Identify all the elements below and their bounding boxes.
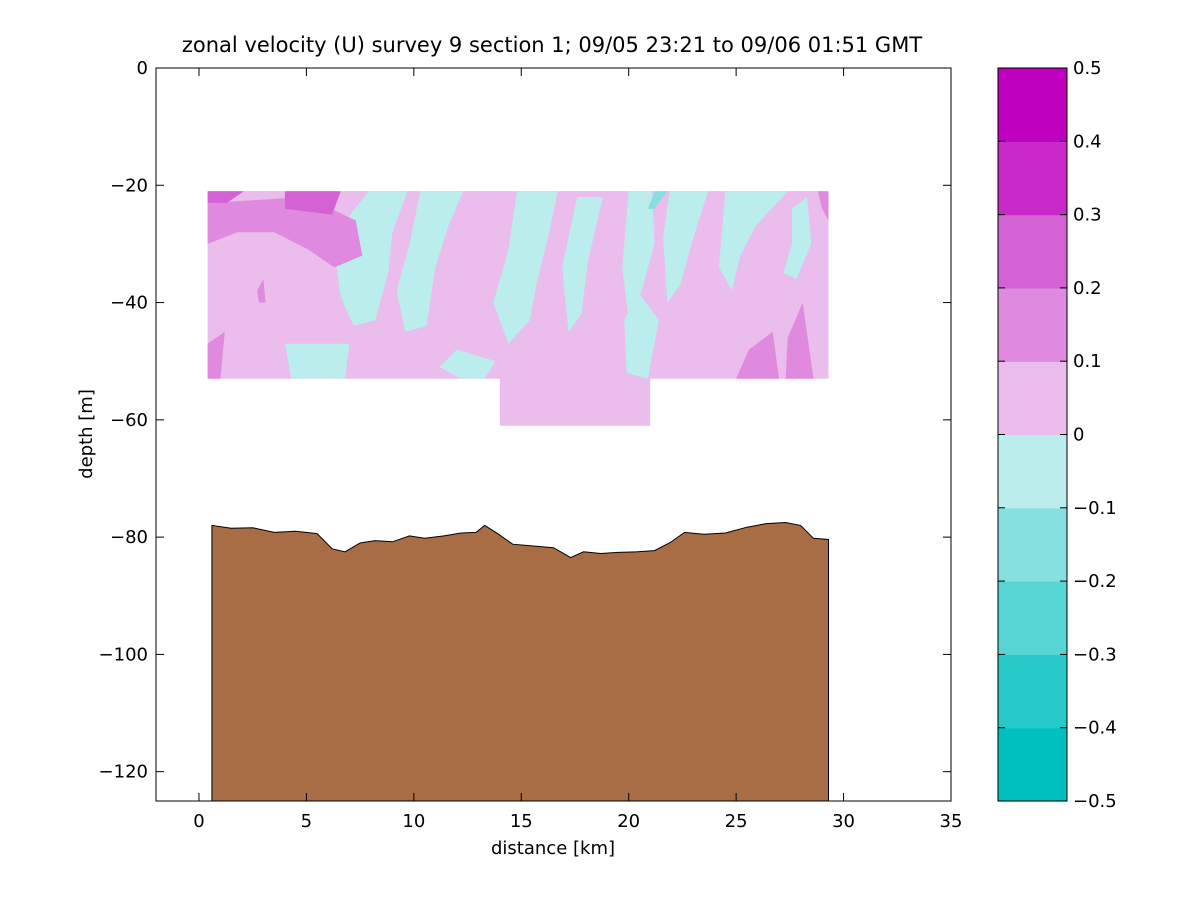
x-axis-label: distance [km]	[491, 838, 615, 859]
colorbar-tick-label: 0	[1073, 425, 1084, 446]
y-tick-label: −20	[110, 175, 148, 196]
velocity-region	[207, 191, 245, 203]
colorbar-tick-label: 0.5	[1073, 58, 1102, 79]
colorbar: −0.5 −0.4 −0.3 −0.2 −0.1 0 0.1 0.2 0.3 0.4 0.5	[997, 58, 1117, 812]
colorbar-tick-label: 0.2	[1073, 278, 1102, 299]
colorbar-swatch	[998, 434, 1067, 509]
velocity-region	[284, 191, 341, 215]
velocity-region	[207, 197, 363, 268]
velocity-region	[284, 343, 350, 379]
colorbar-tick-label: −0.1	[1073, 498, 1117, 519]
y-tick-label: −80	[110, 527, 148, 548]
velocity-region	[817, 191, 829, 221]
velocity-region	[783, 197, 812, 280]
colorbar-swatch	[998, 654, 1067, 729]
velocity-region	[648, 191, 668, 209]
velocity-region	[624, 290, 659, 379]
velocity-region	[439, 349, 496, 379]
colorbar-swatch	[998, 361, 1067, 436]
x-tick-label: 20	[617, 811, 640, 832]
x-tick-label: 5	[301, 811, 312, 832]
axes-frame	[155, 67, 952, 802]
colorbar-tick-label: −0.4	[1073, 718, 1117, 739]
colorbar-swatch	[998, 141, 1067, 216]
colorbar-tick-label: −0.2	[1073, 571, 1117, 592]
y-axis-label: depth [m]	[76, 389, 97, 479]
colorbar-tick-label: −0.5	[1073, 791, 1117, 812]
colorbar-swatch	[998, 287, 1067, 362]
velocity-region	[663, 191, 709, 303]
y-tick-label: −60	[110, 410, 148, 431]
velocity-region	[257, 279, 266, 303]
x-tick-label: 10	[402, 811, 425, 832]
plot-area: 0 5 10 15 20 25 30 35 0 −20 −40 −60 −80 −100 −120	[99, 58, 963, 832]
colorbar-tick-label: 0.4	[1073, 131, 1102, 152]
colorbar-swatch	[998, 68, 1067, 142]
sea-bottom	[211, 521, 829, 802]
velocity-region	[736, 331, 780, 379]
velocity-region	[562, 197, 603, 332]
colorbar-swatch	[998, 581, 1067, 655]
y-tick-label: −120	[99, 762, 148, 783]
colorbar-swatch	[998, 214, 1067, 289]
axis-ticks: 0 5 10 15 20 25 30 35 0 −20 −40 −60 −80 −100 −120	[99, 58, 963, 832]
x-tick-label: 0	[193, 811, 204, 832]
velocity-region	[493, 191, 558, 344]
colorbar-swatch	[998, 507, 1067, 582]
colorbar-tick-label: −0.3	[1073, 644, 1117, 665]
velocity-region	[622, 191, 655, 321]
velocity-region	[718, 191, 788, 291]
velocity-section	[207, 191, 829, 426]
y-tick-label: 0	[137, 58, 148, 79]
x-tick-label: 25	[725, 811, 748, 832]
y-tick-label: −40	[110, 293, 148, 314]
x-tick-label: 35	[940, 811, 963, 832]
colorbar-tick-label: 0.1	[1073, 351, 1102, 372]
x-tick-label: 15	[510, 811, 533, 832]
velocity-region	[207, 331, 225, 379]
colorbar-swatch	[998, 727, 1067, 802]
velocity-region	[785, 302, 814, 379]
x-tick-label: 30	[832, 811, 855, 832]
chart-title: zonal velocity (U) survey 9 section 1; 0…	[182, 33, 922, 57]
y-tick-label: −100	[99, 644, 148, 665]
colorbar-tick-label: 0.3	[1073, 205, 1102, 226]
velocity-region	[396, 191, 464, 332]
